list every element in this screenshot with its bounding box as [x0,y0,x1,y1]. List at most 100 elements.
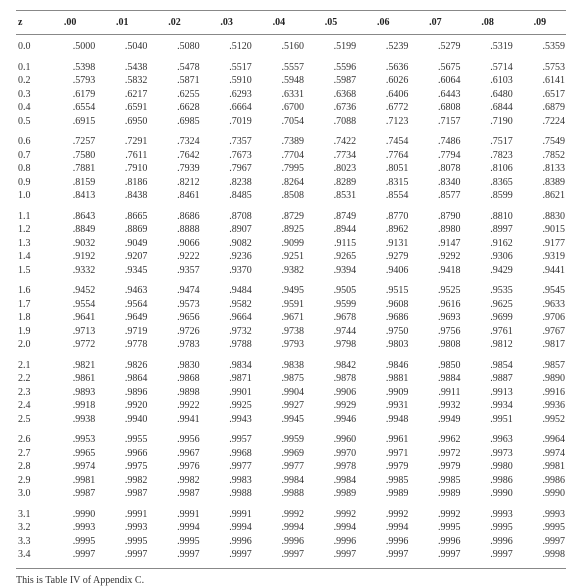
value-cell: .9162 [462,237,514,251]
value-cell: .5714 [462,61,514,75]
value-cell: .9997 [253,549,305,569]
value-cell: .6179 [44,88,96,102]
value-cell: .7939 [148,163,200,177]
value-cell: .9842 [305,359,357,373]
table-row: 1.1.8643.8665.8686.8708.8729.8749.8770.8… [16,210,566,224]
value-cell: .9357 [148,264,200,278]
col-header: .08 [462,11,514,35]
z-cell: 0.2 [16,75,44,89]
header-row: z .00 .01 .02 .03 .04 .05 .06 .07 .08 .0… [16,11,566,35]
value-cell: .9693 [409,312,461,326]
value-cell: .9854 [462,359,514,373]
value-cell: .7224 [514,115,566,129]
value-cell: .9940 [96,413,148,427]
z-cell: 3.2 [16,522,44,536]
value-cell: .8869 [96,224,148,238]
value-cell: .8264 [253,176,305,190]
value-cell: .7852 [514,149,566,163]
value-cell: .9997 [44,549,96,569]
value-cell: .9826 [96,359,148,373]
value-cell: .8962 [357,224,409,238]
value-cell: .9793 [253,339,305,353]
value-cell: .9719 [96,325,148,339]
value-cell: .9599 [305,298,357,312]
value-cell: .9922 [148,400,200,414]
value-cell: .9995 [44,535,96,549]
value-cell: .9970 [305,447,357,461]
table-row: 3.3.9995.9995.9995.9996.9996.9996.9996.9… [16,535,566,549]
value-cell: .9997 [462,549,514,569]
table-row: 1.9.9713.9719.9726.9732.9738.9744.9750.9… [16,325,566,339]
z-cell: 0.5 [16,115,44,129]
z-cell: 2.9 [16,474,44,488]
value-cell: .9934 [462,400,514,414]
table-row: 2.7.9965.9966.9967.9968.9969.9970.9971.9… [16,447,566,461]
value-cell: .8461 [148,190,200,204]
value-cell: .9984 [305,474,357,488]
value-cell: .9049 [96,237,148,251]
table-row: 0.3.6179.6217.6255.6293.6331.6368.6406.6… [16,88,566,102]
value-cell: .9495 [253,285,305,299]
value-cell: .9990 [514,488,566,502]
value-cell: .5000 [44,35,96,55]
value-cell: .9099 [253,237,305,251]
value-cell: .9890 [514,373,566,387]
value-cell: .9251 [253,251,305,265]
col-header: .09 [514,11,566,35]
value-cell: .9972 [409,447,461,461]
z-cell: 2.0 [16,339,44,353]
value-cell: .9370 [201,264,253,278]
value-cell: .9989 [409,488,461,502]
value-cell: .6217 [96,88,148,102]
z-cell: 1.7 [16,298,44,312]
value-cell: .9744 [305,325,357,339]
value-cell: .9957 [201,434,253,448]
value-cell: .6736 [305,102,357,116]
value-cell: .9989 [357,488,409,502]
table-row: 1.3.9032.9049.9066.9082.9099.9115.9131.9… [16,237,566,251]
value-cell: .7257 [44,136,96,150]
value-cell: .8078 [409,163,461,177]
value-cell: .9960 [305,434,357,448]
table-row: 1.6.9452.9463.9474.9484.9495.9505.9515.9… [16,285,566,299]
value-cell: .9082 [201,237,253,251]
value-cell: .5517 [201,61,253,75]
value-cell: .6141 [514,75,566,89]
value-cell: .5199 [305,35,357,55]
table-row: 0.0.5000.5040.5080.5120.5160.5199.5239.5… [16,35,566,55]
value-cell: .9484 [201,285,253,299]
value-cell: .6406 [357,88,409,102]
value-cell: .9951 [462,413,514,427]
z-cell: 0.3 [16,88,44,102]
value-cell: .8159 [44,176,96,190]
col-header: .00 [44,11,96,35]
value-cell: .8997 [462,224,514,238]
value-cell: .9975 [96,461,148,475]
value-cell: .8438 [96,190,148,204]
value-cell: .6915 [44,115,96,129]
value-cell: .8980 [409,224,461,238]
value-cell: .7157 [409,115,461,129]
col-header: .02 [148,11,200,35]
value-cell: .7549 [514,136,566,150]
value-cell: .9834 [201,359,253,373]
z-cell: 1.9 [16,325,44,339]
value-cell: .8810 [462,210,514,224]
value-cell: .5239 [357,35,409,55]
table-row: 1.0.8413.8438.8461.8485.8508.8531.8554.8… [16,190,566,204]
value-cell: .9985 [357,474,409,488]
value-cell: .9625 [462,298,514,312]
value-cell: .9987 [44,488,96,502]
value-cell: .8621 [514,190,566,204]
value-cell: .6808 [409,102,461,116]
table-row: 2.8.9974.9975.9976.9977.9977.9978.9979.9… [16,461,566,475]
value-cell: .9995 [462,522,514,536]
value-cell: .9948 [357,413,409,427]
value-cell: .5160 [253,35,305,55]
value-cell: .9996 [201,535,253,549]
value-cell: .7611 [96,149,148,163]
value-cell: .9265 [305,251,357,265]
value-cell: .9131 [357,237,409,251]
value-cell: .8708 [201,210,253,224]
value-cell: .9861 [44,373,96,387]
